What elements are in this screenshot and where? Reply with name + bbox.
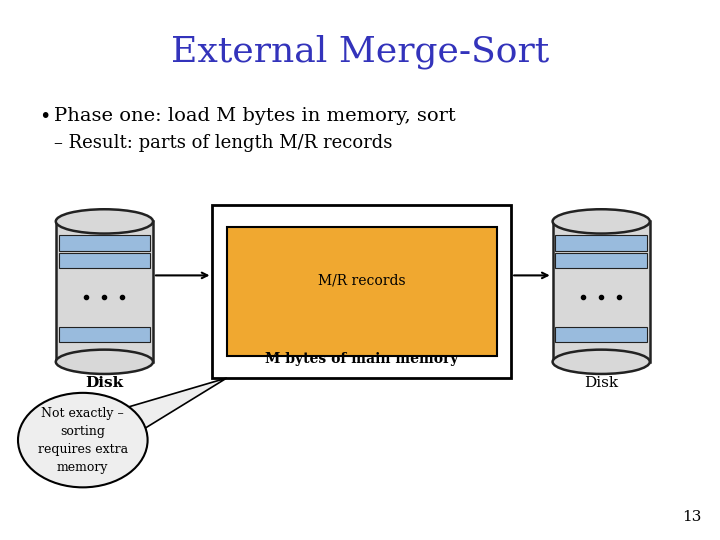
Bar (556, 327, 647, 342)
Text: M/R records: M/R records (318, 274, 405, 288)
Text: Disk: Disk (584, 376, 618, 390)
Bar (227, 227, 497, 356)
Text: External Merge-Sort: External Merge-Sort (171, 34, 549, 69)
Text: •: • (40, 106, 51, 126)
Bar (556, 235, 647, 251)
Text: Not exactly –
sorting
requires extra
memory: Not exactly – sorting requires extra mem… (37, 407, 128, 474)
Bar (212, 205, 511, 378)
Ellipse shape (55, 350, 153, 374)
Bar (58, 253, 150, 268)
Text: 13: 13 (683, 510, 702, 524)
Bar (556, 253, 647, 268)
Bar (55, 221, 153, 362)
Text: Phase one: load M bytes in memory, sort: Phase one: load M bytes in memory, sort (54, 107, 456, 125)
Bar (553, 221, 650, 362)
Bar (58, 327, 150, 342)
Bar (58, 235, 150, 251)
Ellipse shape (552, 209, 649, 233)
Text: M bytes of main memory: M bytes of main memory (265, 352, 459, 366)
Ellipse shape (55, 209, 153, 233)
Text: – Result: parts of length M/R records: – Result: parts of length M/R records (54, 134, 392, 152)
Ellipse shape (18, 393, 148, 487)
Polygon shape (128, 378, 227, 431)
Ellipse shape (552, 350, 649, 374)
Text: Disk: Disk (86, 376, 123, 390)
